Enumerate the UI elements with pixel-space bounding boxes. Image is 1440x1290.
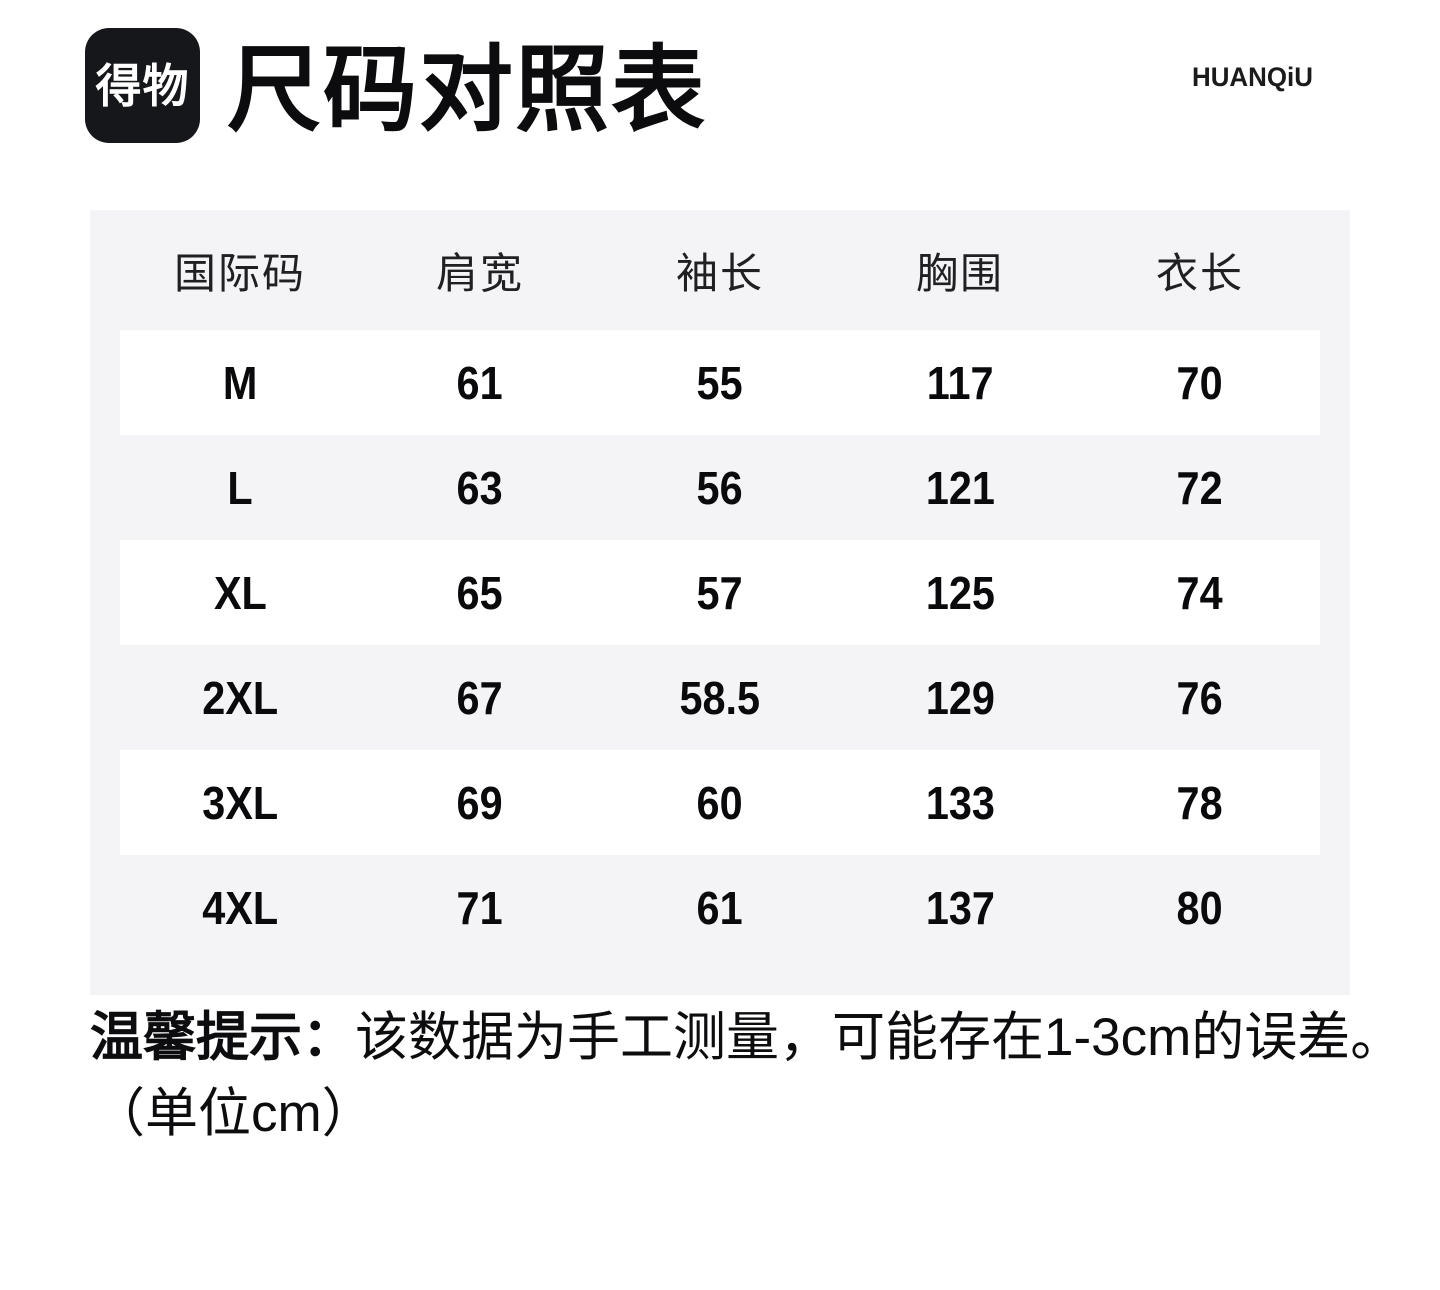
shoulder-value: 63: [456, 461, 504, 514]
shoulder-value: 67: [456, 671, 504, 724]
sleeve-value: 56: [696, 461, 744, 514]
column-header-shoulder: 肩宽: [435, 249, 524, 297]
size-cell: XL: [120, 566, 360, 620]
table-row-4xl: 4XL 71 61 137 80: [120, 855, 1320, 960]
length-cell: 80: [1080, 881, 1320, 935]
shoulder-value: 65: [456, 566, 504, 619]
shoulder-cell: 69: [360, 776, 600, 830]
size-value: M: [222, 356, 258, 409]
shoulder-cell: 71: [360, 881, 600, 935]
column-header-chest: 胸围: [915, 249, 1004, 297]
sleeve-value: 61: [696, 881, 744, 934]
length-value: 78: [1176, 776, 1224, 829]
size-cell: 4XL: [120, 881, 360, 935]
shoulder-cell: 61: [360, 356, 600, 410]
table-row-2xl: 2XL 67 58.5 129 76: [120, 645, 1320, 750]
table-row-xl: XL 65 57 125 74: [120, 540, 1320, 645]
sleeve-value: 58.5: [679, 671, 761, 724]
size-value: 2XL: [202, 671, 278, 724]
measurement-notice: 温馨提示：该数据为手工测量，可能存在1-3cm的误差。: [90, 1006, 1403, 1070]
length-value: 80: [1176, 881, 1224, 934]
shoulder-value: 71: [456, 881, 504, 934]
size-cell: M: [120, 356, 360, 410]
size-value: 3XL: [202, 776, 278, 829]
size-cell: L: [120, 461, 360, 515]
shoulder-cell: 65: [360, 566, 600, 620]
chest-value: 133: [925, 776, 995, 829]
dewu-logo-text: 得物: [95, 59, 190, 112]
chest-value: 137: [925, 881, 995, 934]
size-cell: 2XL: [120, 671, 360, 725]
size-cell: 3XL: [120, 776, 360, 830]
notice-body: 该数据为手工测量，可能存在1-3cm的误差。: [355, 1008, 1404, 1067]
table-header-row: 国际码 肩宽 袖长 胸围 衣长: [120, 210, 1320, 330]
chest-cell: 125: [840, 566, 1080, 620]
table-row-3xl: 3XL 69 60 133 78: [120, 750, 1320, 855]
sleeve-cell: 60: [600, 776, 840, 830]
length-value: 70: [1176, 356, 1224, 409]
shoulder-value: 61: [456, 356, 504, 409]
sleeve-value: 55: [696, 356, 744, 409]
shoulder-cell: 67: [360, 671, 600, 725]
size-value: L: [227, 461, 253, 514]
length-cell: 72: [1080, 461, 1320, 515]
chest-cell: 137: [840, 881, 1080, 935]
table-row-l: L 63 56 121 72: [120, 435, 1320, 540]
notice-label: 温馨提示：: [90, 1008, 355, 1067]
sleeve-cell: 57: [600, 566, 840, 620]
table-row-m: M 61 55 117 70: [120, 330, 1320, 435]
size-value: XL: [213, 566, 267, 619]
chest-value: 129: [925, 671, 995, 724]
huanqiu-brand-logo: HUANQiU: [1192, 62, 1313, 92]
chest-value: 125: [925, 566, 995, 619]
length-cell: 74: [1080, 566, 1320, 620]
chest-value: 117: [926, 356, 994, 409]
length-value: 74: [1176, 566, 1224, 619]
length-cell: 76: [1080, 671, 1320, 725]
size-value: 4XL: [202, 881, 278, 934]
page-title: 尺码对照表: [227, 37, 708, 142]
chest-cell: 129: [840, 671, 1080, 725]
column-header-length: 衣长: [1155, 249, 1244, 297]
shoulder-value: 69: [456, 776, 504, 829]
column-header-sleeve: 袖长: [675, 249, 764, 297]
sleeve-cell: 56: [600, 461, 840, 515]
sleeve-value: 57: [696, 566, 744, 619]
chest-value: 121: [925, 461, 995, 514]
shoulder-cell: 63: [360, 461, 600, 515]
length-value: 76: [1176, 671, 1224, 724]
sleeve-cell: 61: [600, 881, 840, 935]
chest-cell: 121: [840, 461, 1080, 515]
sleeve-value: 60: [696, 776, 744, 829]
length-cell: 78: [1080, 776, 1320, 830]
sleeve-cell: 58.5: [600, 671, 840, 725]
chest-cell: 133: [840, 776, 1080, 830]
sleeve-cell: 55: [600, 356, 840, 410]
length-value: 72: [1176, 461, 1224, 514]
unit-note: （单位cm）: [92, 1084, 375, 1143]
column-header-size: 国际码: [173, 249, 306, 297]
chest-cell: 117: [840, 356, 1080, 410]
length-cell: 70: [1080, 356, 1320, 410]
dewu-logo: 得物: [85, 28, 200, 143]
